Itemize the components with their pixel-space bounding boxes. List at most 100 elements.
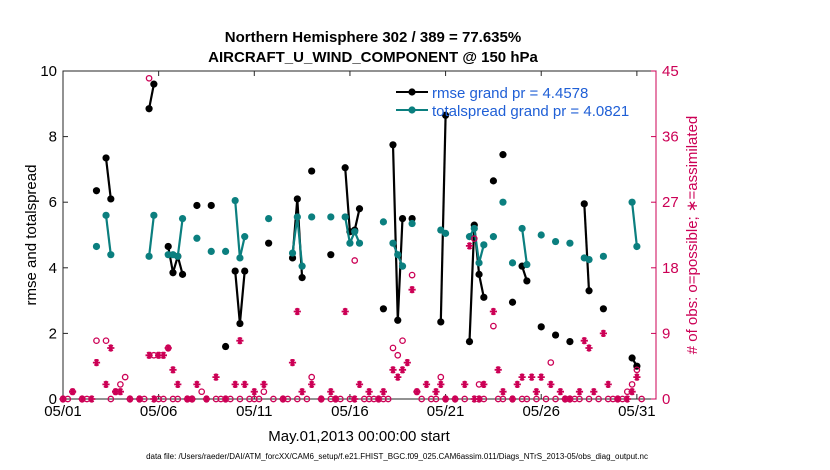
obs-possible-marker — [461, 395, 469, 403]
obs-assimilated-marker — [528, 373, 536, 381]
rmse-point — [499, 151, 507, 159]
obs-possible-marker — [547, 359, 555, 366]
obs-assimilated-marker — [422, 380, 431, 388]
rmse-point — [580, 200, 588, 208]
obs-possible-marker — [408, 271, 416, 279]
rmse-point — [178, 270, 187, 278]
spread-line-segment — [521, 228, 528, 265]
rmse-point — [193, 201, 201, 210]
obs-possible-marker — [523, 395, 531, 403]
obs-possible-marker — [432, 395, 440, 403]
obs-possible-marker — [437, 373, 445, 381]
spread-point — [566, 239, 574, 247]
y-axis-label-right: # of obs: o=possible; ∗=assimilated — [684, 116, 701, 355]
obs-assimilated-marker — [537, 373, 545, 381]
obs-assimilated-marker — [442, 395, 450, 403]
obs-assimilated-marker — [169, 366, 177, 374]
obs-possible-marker — [351, 257, 359, 264]
spread-point — [207, 247, 215, 255]
obs-assimilated-marker — [403, 358, 411, 367]
obs-assimilated-marker — [351, 395, 359, 403]
rmse-point — [169, 269, 177, 277]
obs-assimilated-marker — [375, 395, 383, 403]
obs-possible-marker — [628, 381, 636, 388]
y-tick-label-right: 27 — [662, 194, 679, 211]
rmse-point — [394, 316, 402, 324]
spread-point — [408, 219, 416, 228]
spread-point — [107, 251, 115, 259]
obs-assimilated-marker — [250, 388, 258, 396]
obs-assimilated-marker — [212, 373, 220, 381]
x-tick-label: 05/26 — [522, 403, 560, 420]
obs-possible-marker — [638, 395, 646, 403]
spread-point — [298, 262, 306, 270]
obs-assimilated-marker — [193, 380, 201, 388]
obs-possible-marker — [107, 395, 115, 403]
obs-possible-marker — [270, 395, 277, 403]
data-file-footer: data file: /Users/raeder/DAI/ATM_forcXX/… — [146, 452, 648, 461]
obs-possible-marker — [389, 344, 397, 352]
obs-assimilated-marker — [231, 380, 239, 388]
obs-possible-marker — [499, 395, 507, 403]
obs-assimilated-marker — [112, 388, 120, 396]
obs-assimilated-marker — [260, 380, 268, 388]
obs-possible-marker — [198, 388, 206, 396]
rmse-point — [551, 331, 560, 339]
rmse-point — [231, 267, 239, 275]
obs-possible-marker — [102, 337, 110, 345]
spread-point — [518, 224, 526, 233]
spread-point — [150, 211, 158, 219]
y-axis-label-left: rmse and totalspread — [23, 165, 40, 306]
spread-point — [193, 234, 201, 242]
obs-assimilated-marker — [494, 366, 502, 374]
obs-assimilated-marker — [183, 395, 191, 403]
obs-possible-marker — [236, 395, 244, 403]
obs-assimilated-marker — [155, 351, 163, 359]
spread-point — [102, 211, 110, 219]
x-tick-label: 05/11 — [236, 403, 272, 420]
x-axis-label: May.01,2013 00:00:00 start — [268, 428, 450, 445]
legend-marker-spread — [408, 106, 416, 114]
obs-assimilated-marker — [633, 373, 641, 381]
spread-point — [236, 254, 244, 262]
obs-assimilated-marker — [308, 380, 316, 388]
spread-point — [308, 213, 316, 221]
obs-possible-marker — [470, 235, 478, 242]
obs-possible-marker — [293, 395, 301, 403]
rmse-point — [523, 277, 531, 285]
spread-line-segment — [104, 215, 112, 255]
obs-assimilated-marker — [499, 388, 507, 396]
rmse-point — [107, 195, 115, 203]
rmse-line-segment — [148, 83, 155, 109]
spread-point — [508, 259, 517, 267]
spread-point — [327, 213, 335, 221]
rmse-point — [298, 274, 306, 282]
obs-assimilated-marker — [88, 395, 96, 403]
obs-assimilated-marker — [107, 344, 115, 352]
obs-assimilated-marker — [222, 395, 230, 403]
spread-point — [394, 251, 402, 259]
spread-point — [341, 213, 349, 221]
y-tick-label-left: 8 — [49, 129, 57, 146]
obs-assimilated-marker — [164, 344, 172, 352]
rmse-point — [265, 239, 273, 247]
obs-assimilated-marker — [451, 395, 459, 403]
obs-assimilated-marker — [432, 388, 440, 396]
obs-assimilated-marker — [561, 395, 569, 403]
obs-possible-marker — [308, 373, 316, 381]
spread-point — [599, 252, 607, 260]
obs-assimilated-marker — [174, 380, 182, 388]
y-tick-label-left: 6 — [49, 194, 57, 211]
spread-point — [145, 252, 153, 260]
obs-possible-marker — [160, 395, 167, 403]
rmse-point — [566, 338, 574, 346]
obs-possible-marker — [255, 395, 263, 403]
spread-point — [470, 224, 478, 233]
spread-point — [628, 198, 636, 206]
spread-line-segment — [148, 215, 155, 257]
y-tick-label-right: 45 — [662, 63, 679, 80]
spread-point — [288, 249, 297, 257]
rmse-point — [145, 105, 153, 113]
obs-assimilated-marker — [532, 388, 540, 396]
obs-assimilated-marker — [518, 373, 526, 381]
